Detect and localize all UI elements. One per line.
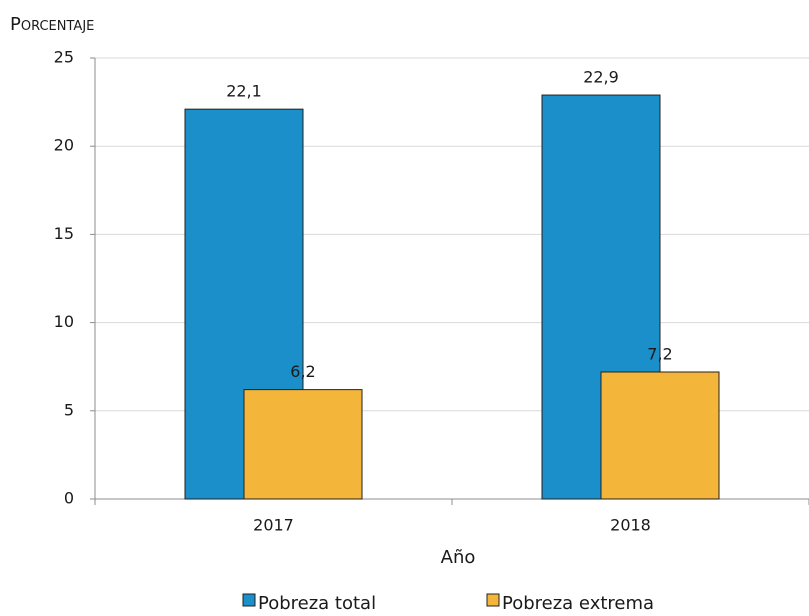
y-tick-label: 15 bbox=[54, 224, 74, 243]
bar bbox=[600, 371, 720, 500]
y-tick-label: 10 bbox=[54, 312, 74, 331]
x-axis-label: Año bbox=[441, 547, 476, 568]
legend-swatch bbox=[242, 593, 256, 607]
y-tick-label: 5 bbox=[64, 400, 74, 419]
data-label: 22,1 bbox=[226, 82, 262, 101]
data-label: 22,9 bbox=[583, 68, 619, 87]
y-tick-label: 20 bbox=[54, 136, 74, 155]
legend-label: Pobreza total bbox=[258, 593, 376, 614]
y-tick-label: 0 bbox=[64, 489, 74, 508]
data-label: 6,2 bbox=[290, 362, 315, 381]
legend-swatch bbox=[486, 593, 500, 607]
y-axis-label: Porcentaje bbox=[10, 14, 94, 35]
x-tick-label: 2017 bbox=[253, 516, 294, 535]
legend-label: Pobreza extrema bbox=[502, 593, 654, 614]
data-label: 7,2 bbox=[647, 344, 672, 363]
bar bbox=[243, 389, 363, 500]
x-tick-label: 2018 bbox=[610, 516, 651, 535]
y-tick-label: 25 bbox=[54, 48, 74, 67]
